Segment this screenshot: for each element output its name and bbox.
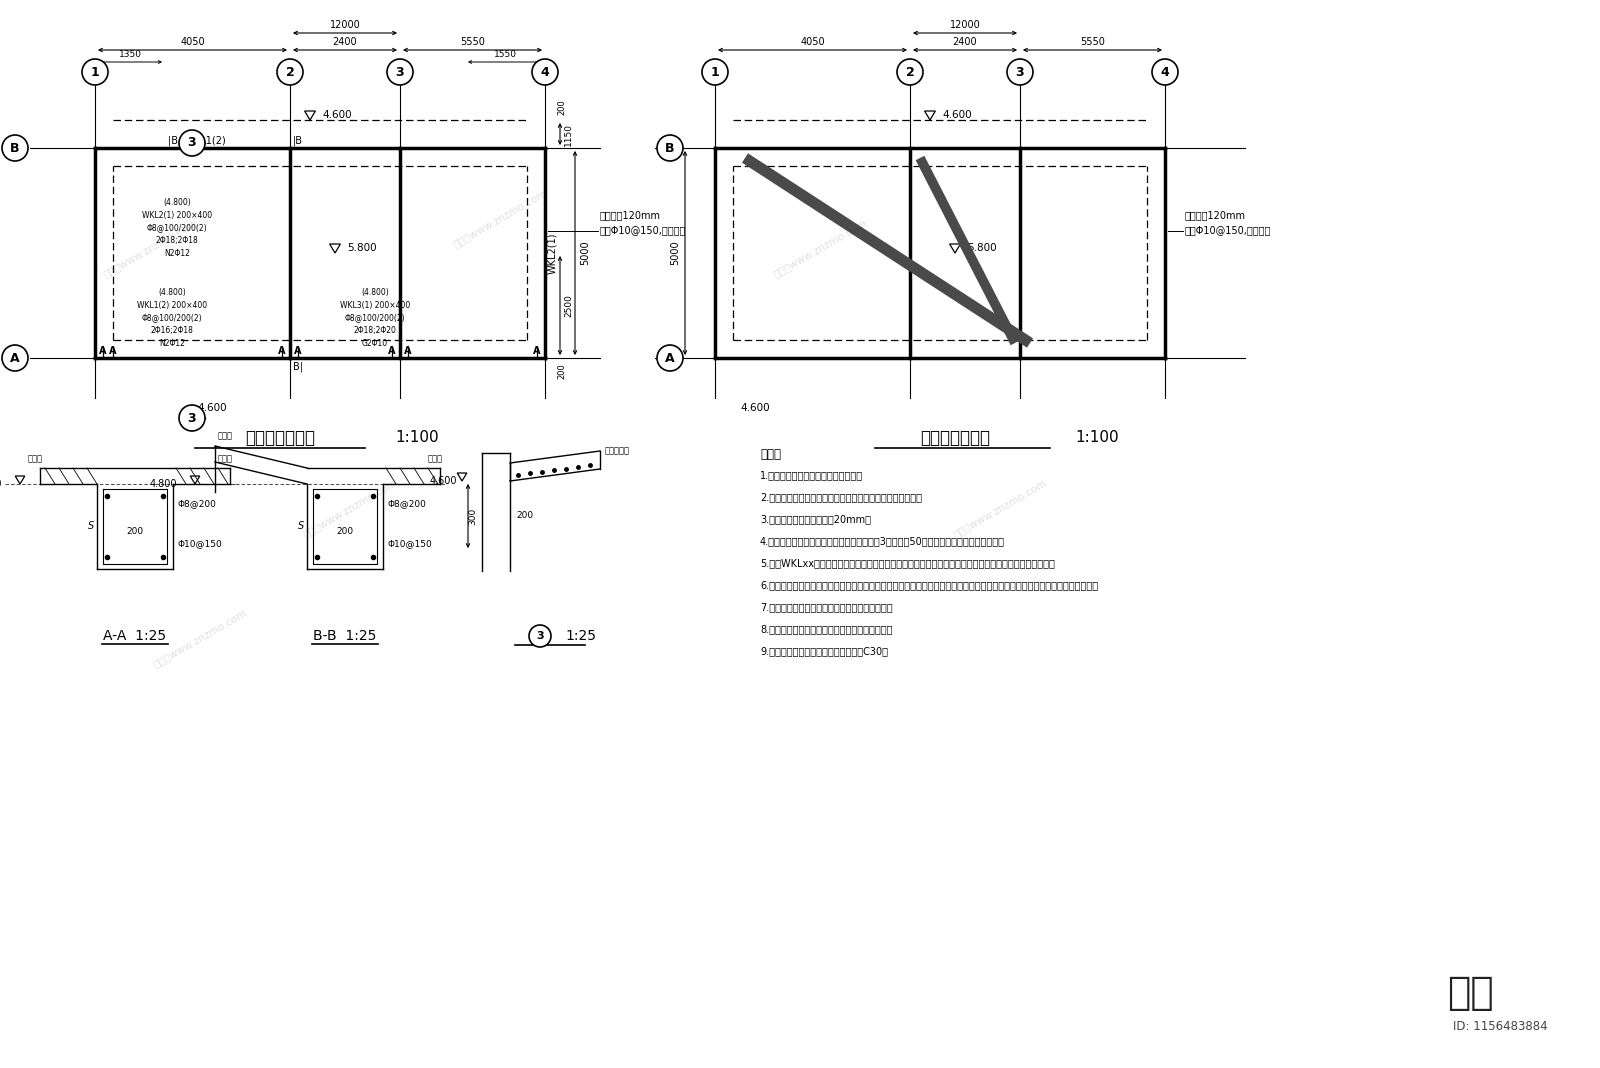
Text: 屋面平行筋: 屋面平行筋 <box>605 446 630 455</box>
Text: 3.除注明外，屋面板均为刮20mm。: 3.除注明外，屋面板均为刮20mm。 <box>760 514 870 524</box>
Text: 2: 2 <box>286 65 294 79</box>
Text: 4: 4 <box>541 65 549 79</box>
Text: 2: 2 <box>906 65 914 79</box>
Text: 4050: 4050 <box>181 37 205 47</box>
Text: A: A <box>109 346 117 356</box>
Text: 7.楼板预留孔洞、预埋管节见建筑、水电施工图。: 7.楼板预留孔洞、预埋管节见建筑、水电施工图。 <box>760 602 893 612</box>
Text: 200: 200 <box>126 527 144 535</box>
Text: 屋面层板配筋图: 屋面层板配筋图 <box>920 429 990 447</box>
Circle shape <box>2 345 29 371</box>
Text: 1150: 1150 <box>563 123 573 145</box>
Text: 5.800: 5.800 <box>966 244 997 253</box>
Text: S: S <box>88 521 94 531</box>
Text: 1: 1 <box>710 65 720 79</box>
Circle shape <box>658 135 683 161</box>
Text: Φ10@150: Φ10@150 <box>178 539 222 549</box>
Text: 5550: 5550 <box>1080 37 1106 47</box>
Text: 300: 300 <box>467 507 477 524</box>
Text: 说明：: 说明： <box>760 447 781 461</box>
Text: 4.600: 4.600 <box>429 476 458 486</box>
Text: |B  WKL1(2): |B WKL1(2) <box>168 136 226 146</box>
Text: 1.除注明外，图中标高均为绝对标高。: 1.除注明外，图中标高均为绝对标高。 <box>760 470 862 480</box>
Text: 12000: 12000 <box>950 20 981 30</box>
Circle shape <box>82 59 109 85</box>
Text: 5000: 5000 <box>579 240 590 265</box>
Circle shape <box>2 135 29 161</box>
Text: 4: 4 <box>1160 65 1170 79</box>
Text: A: A <box>294 346 302 356</box>
Text: 2400: 2400 <box>333 37 357 47</box>
Text: 3: 3 <box>536 631 544 641</box>
Text: 知未网www.znzmo.com: 知未网www.znzmo.com <box>771 217 869 279</box>
Text: 1:100: 1:100 <box>1075 430 1118 445</box>
Text: B: B <box>666 141 675 155</box>
Text: A: A <box>99 346 107 356</box>
Text: 知未网www.znzmo.com: 知未网www.znzmo.com <box>301 477 398 539</box>
Text: (4.800)
WKL1(2) 200×400
Φ8@100/200(2)
2Φ16;2Φ18
N2Φ12: (4.800) WKL1(2) 200×400 Φ8@100/200(2) 2Φ… <box>138 288 206 347</box>
Text: A: A <box>389 346 395 356</box>
Text: 2500: 2500 <box>563 294 573 317</box>
Text: 5000: 5000 <box>670 240 680 265</box>
Text: 6.梁、屋面土墙上土预留孔见结构施图，设备工图另一预梁。未经设计可以不得在集、屋面土墙上土预留孔见其他上置管低筋图。: 6.梁、屋面土墙上土预留孔见结构施图，设备工图另一预梁。未经设计可以不得在集、屋… <box>760 580 1098 590</box>
Circle shape <box>658 345 683 371</box>
Text: 3: 3 <box>187 137 197 150</box>
Text: B-B  1:25: B-B 1:25 <box>314 629 376 643</box>
Text: A: A <box>405 346 411 356</box>
Text: 知未: 知未 <box>1446 974 1493 1012</box>
Text: 知未网www.znzmo.com: 知未网www.znzmo.com <box>451 187 549 249</box>
Text: 1:25: 1:25 <box>565 629 595 643</box>
Circle shape <box>387 59 413 85</box>
Text: 5.800: 5.800 <box>347 244 376 253</box>
Circle shape <box>1006 59 1034 85</box>
Text: 8.结合大样，外墙板薄端均应综合处建筑图施工。: 8.结合大样，外墙板薄端均应综合处建筑图施工。 <box>760 624 893 634</box>
Text: WKL2(1): WKL2(1) <box>547 232 557 273</box>
Text: Φ8@200: Φ8@200 <box>387 500 427 508</box>
Text: B|: B| <box>293 361 302 372</box>
Text: 4.600: 4.600 <box>322 110 352 120</box>
Text: 1:100: 1:100 <box>395 430 438 445</box>
Text: 屋面层梁配筋图: 屋面层梁配筋图 <box>245 429 315 447</box>
Text: 4.800: 4.800 <box>149 480 178 489</box>
Text: Φ8@200: Φ8@200 <box>178 500 218 508</box>
Text: 2400: 2400 <box>952 37 978 47</box>
Text: 屋面板厚120mm
板筋Φ10@150,双层双向: 屋面板厚120mm 板筋Φ10@150,双层双向 <box>600 210 686 235</box>
Text: 4.600: 4.600 <box>197 403 227 413</box>
Circle shape <box>179 130 205 156</box>
Circle shape <box>1152 59 1178 85</box>
Text: 5550: 5550 <box>461 37 485 47</box>
Text: 3: 3 <box>1016 65 1024 79</box>
Text: A: A <box>278 346 286 356</box>
Text: A: A <box>10 351 19 364</box>
Text: |B: |B <box>293 136 302 146</box>
Circle shape <box>702 59 728 85</box>
Text: (4.800)
WKL3(1) 200×400
Φ8@100/200(2)
2Φ18;2Φ20
G2Φ10: (4.800) WKL3(1) 200×400 Φ8@100/200(2) 2Φ… <box>339 288 410 347</box>
Text: 4.800: 4.800 <box>0 480 2 489</box>
Text: 2.未注明定位的墙边区偏轴线居中布置。墙与柱、墙进平齐。: 2.未注明定位的墙边区偏轴线居中布置。墙与柱、墙进平齐。 <box>760 492 922 502</box>
Text: 知未网www.znzmo.com: 知未网www.znzmo.com <box>101 217 198 279</box>
Text: A: A <box>666 351 675 364</box>
Text: 200: 200 <box>557 99 566 115</box>
Text: (4.800)
WKL2(1) 200×400
Φ8@100/200(2)
2Φ18;2Φ18
N2Φ12: (4.800) WKL2(1) 200×400 Φ8@100/200(2) 2Φ… <box>142 199 213 257</box>
Text: 4.除注明外，主、次梁和次光两钢构按搭接量3遍，间距50。箍筋直径及搭号同此梁箍筋。: 4.除注明外，主、次梁和次光两钢构按搭接量3遍，间距50。箍筋直径及搭号同此梁箍… <box>760 536 1005 546</box>
Text: 隔板筋: 隔板筋 <box>27 454 43 464</box>
Circle shape <box>898 59 923 85</box>
Text: 1550: 1550 <box>493 50 517 59</box>
Text: 1350: 1350 <box>118 50 141 59</box>
Text: 隔板筋: 隔板筋 <box>218 431 232 440</box>
Text: 屋面板厚120mm
板筋Φ10@150,双层双向: 屋面板厚120mm 板筋Φ10@150,双层双向 <box>1186 210 1272 235</box>
Text: 1: 1 <box>91 65 99 79</box>
Text: 9.除注明外，集板混凝土强度等级均为C30；: 9.除注明外，集板混凝土强度等级均为C30； <box>760 646 888 656</box>
Circle shape <box>179 405 205 431</box>
Text: 知未网www.znzmo.com: 知未网www.znzmo.com <box>152 607 248 669</box>
Text: Φ10@150: Φ10@150 <box>387 539 432 549</box>
Text: 知未网www.znzmo.com: 知未网www.znzmo.com <box>952 477 1048 539</box>
Circle shape <box>531 59 558 85</box>
Text: S: S <box>298 521 304 531</box>
Text: ID: 1156483884: ID: 1156483884 <box>1453 1020 1547 1033</box>
Text: 屋面板: 屋面板 <box>427 454 443 464</box>
Text: 4050: 4050 <box>800 37 826 47</box>
Text: A-A  1:25: A-A 1:25 <box>104 629 166 643</box>
Text: 5.编号WKLxx的集，依有一端与柱相连时，与此相连的一端梁覆量加箍、集与柱相连的一端梁覆量不加箍。: 5.编号WKLxx的集，依有一端与柱相连时，与此相连的一端梁覆量加箍、集与柱相连… <box>760 557 1054 568</box>
Text: 12000: 12000 <box>330 20 360 30</box>
Text: A: A <box>533 346 541 356</box>
